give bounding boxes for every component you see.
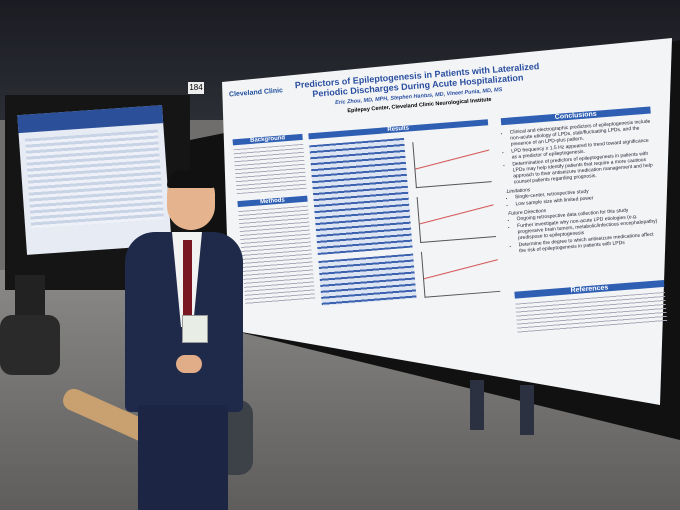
board-number: 184 <box>188 82 204 94</box>
bag <box>0 315 60 375</box>
survival-plot <box>420 245 501 298</box>
results-table <box>309 137 413 256</box>
bullet-list: Clinical and electrographic predictors o… <box>502 118 656 186</box>
tie <box>183 240 192 320</box>
results-table <box>318 253 417 306</box>
conclusions: Clinical and electrographic predictors o… <box>502 118 661 255</box>
section-heading: Results <box>308 119 489 140</box>
trousers <box>138 405 228 510</box>
badge <box>182 315 208 343</box>
person-leg <box>470 380 484 430</box>
logo: Cleveland Clinic <box>228 87 284 99</box>
section-heading: Methods <box>237 195 308 208</box>
references-text <box>515 291 668 334</box>
hair <box>167 170 215 188</box>
hands <box>176 355 202 373</box>
survival-plot <box>416 191 497 243</box>
person-leg <box>520 385 534 435</box>
poster: Cleveland Clinic Predictors of Epileptog… <box>222 47 680 381</box>
person-leg <box>15 275 45 320</box>
methods-text <box>238 205 316 306</box>
survival-plot <box>412 136 492 189</box>
background-text <box>233 143 307 195</box>
